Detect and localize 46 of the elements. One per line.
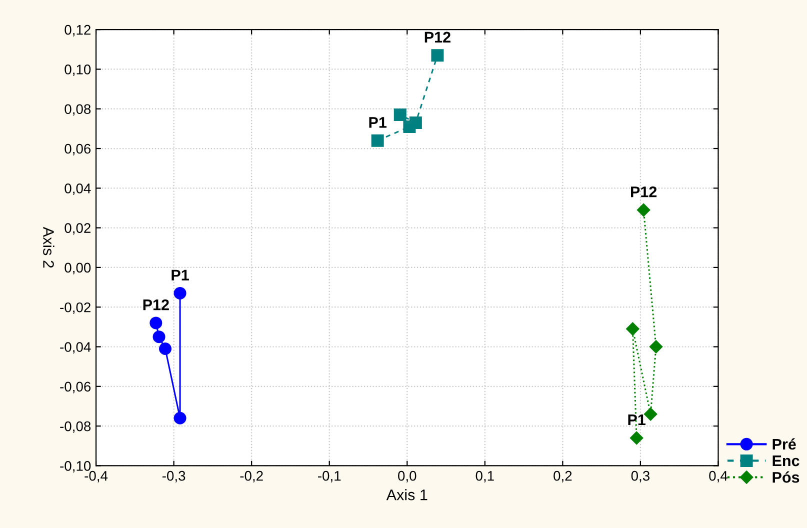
point	[649, 340, 663, 354]
point	[150, 316, 162, 330]
y-tick-label: -0,02	[60, 302, 90, 314]
x-tick-label: -0,1	[318, 470, 341, 482]
x-tick-label: 0,0	[398, 470, 416, 482]
annotation: P12	[630, 186, 657, 198]
point	[431, 49, 444, 62]
y-tick-label: 0,06	[64, 144, 91, 156]
y-tick-label: 0,02	[64, 223, 90, 235]
annotation: P1	[369, 117, 386, 128]
point	[636, 203, 650, 217]
point	[409, 116, 422, 129]
point	[152, 330, 166, 344]
x-axis-title: Axis 1	[386, 489, 428, 500]
point	[174, 286, 186, 300]
y-tick-label: -0,04	[60, 342, 91, 354]
annotation: P1	[628, 414, 646, 426]
y-tick-label: 0,10	[64, 64, 91, 76]
x-tick-label: 0,4	[709, 470, 728, 482]
point	[630, 431, 644, 445]
point	[394, 108, 406, 122]
y-tick-label: -0,08	[60, 421, 91, 433]
annotation: P1	[172, 270, 189, 280]
y-tick-label: 0,04	[64, 183, 91, 195]
legend-label: Pós	[772, 471, 800, 483]
annotation: P12	[143, 299, 169, 310]
x-tick-label: -0,3	[162, 470, 186, 482]
y-tick-label: 0,12	[64, 24, 90, 36]
x-tick-label: -0,2	[240, 470, 263, 482]
point	[174, 412, 186, 424]
y-axis-title: Axis 2	[43, 226, 54, 268]
point	[644, 408, 658, 421]
y-tick-label: -0,06	[60, 382, 91, 394]
legend-label: Pré	[772, 438, 796, 450]
legend-label: Enc	[772, 456, 800, 466]
annotation: P12	[424, 32, 450, 42]
x-tick-label: -0,4	[84, 470, 108, 482]
x-tick-label: 0,3	[631, 470, 650, 482]
y-tick-label: 0,08	[64, 104, 91, 116]
y-tick-label: 0,00	[64, 262, 91, 274]
y-tick-label: -0,10	[60, 461, 91, 473]
point	[371, 134, 384, 147]
point	[626, 322, 640, 336]
x-tick-label: 0,2	[554, 470, 572, 482]
x-tick-label: 0,1	[476, 470, 494, 482]
point	[159, 342, 172, 355]
